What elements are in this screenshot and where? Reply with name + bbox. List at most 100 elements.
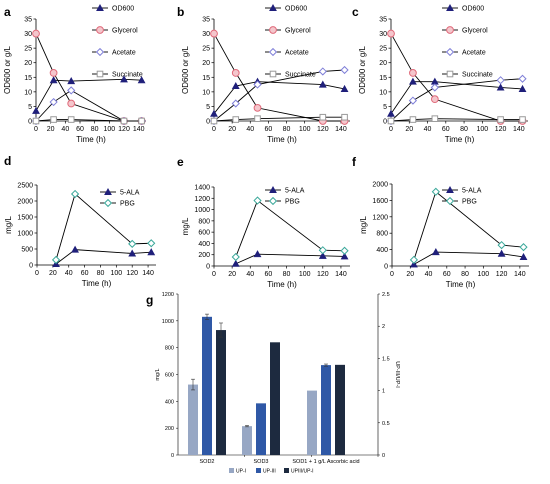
legend-marker [268, 196, 278, 206]
chart-panel-g: g 0 200 400 600 800 1000 1200 0 0.5 1 1.5 2 2.5 mg/L UP… [146, 292, 400, 475]
data-point-succinate [519, 116, 526, 123]
y2-axis-title: UP-III/UP-I [394, 361, 400, 388]
data-point-pbg [51, 255, 61, 264]
data-point-5-ala [71, 245, 79, 253]
data-point-glycerol [210, 29, 218, 38]
panel-letter: a [4, 5, 11, 19]
x-tick-label: 20 [406, 271, 414, 278]
series-line-od600 [390, 81, 523, 114]
x-tick-label: 120 [126, 270, 138, 277]
data-point-od600 [387, 109, 395, 117]
x-tick-label: 140 [133, 126, 145, 133]
y-tick-label: 1000 [194, 207, 210, 214]
x-axis-title: Time (h) [445, 135, 475, 144]
y2-tick-label: 2 [382, 324, 385, 330]
panel-letter: e [177, 155, 184, 169]
x-tick-label: 100 [476, 126, 488, 133]
y-tick-label: 1200 [372, 214, 388, 221]
chart-panel-e: e 0 200 400 600 800 1000 1200 1400 0 20 40 60 80 100 12… [177, 155, 350, 289]
data-point-5-ala [147, 248, 156, 256]
legend-marker [96, 70, 104, 78]
y-tick-label: 10 [379, 89, 387, 96]
data-point-glycerol [409, 69, 417, 77]
legend-label: Succinate [462, 72, 493, 79]
legend-entry: PBG [100, 198, 135, 208]
legend-entry: 5-ALA [265, 185, 305, 195]
x-tick-label: 20 [405, 126, 413, 133]
panel-letter: d [4, 154, 11, 168]
legend-marker [269, 26, 277, 34]
y-tick-label: 1600 [372, 198, 388, 205]
y-tick-label: 0 [384, 264, 388, 271]
y-tick-label: 800 [198, 218, 210, 225]
data-point-acetate [340, 65, 349, 75]
legend-marker [269, 3, 277, 12]
data-point-5-ala [340, 252, 349, 260]
data-point-pbg [253, 196, 262, 205]
y-tick-label: 25 [202, 46, 210, 53]
x-axis-title: Time (h) [267, 280, 297, 289]
y-axis-title: OD600 or g/L [3, 45, 12, 94]
data-point-od600 [340, 84, 349, 92]
data-point-glycerol [49, 69, 58, 77]
legend-label: OD600 [285, 6, 307, 13]
y-tick-label: 1000 [162, 319, 174, 325]
y-tick-label: 800 [376, 231, 388, 238]
y-tick-label: 35 [24, 17, 32, 24]
x-tick-label: 80 [461, 271, 469, 278]
x-tick-label: 140 [142, 270, 154, 277]
x-tick-label: 120 [118, 126, 130, 133]
legend-label: PBG [462, 199, 477, 206]
x-tick-label: 100 [299, 126, 311, 133]
y-tick-label: 0 [206, 264, 210, 271]
x-tick-label: 60 [265, 126, 273, 133]
y2-tick-label: 0.5 [382, 421, 390, 427]
data-point-succinate [431, 115, 439, 122]
y2-tick-label: 2.5 [382, 292, 390, 298]
data-point-glycerol [32, 29, 40, 38]
y-tick-label: 10 [24, 89, 32, 96]
legend-marker [269, 185, 277, 194]
y-axis-title: OD600 or g/L [358, 45, 367, 94]
legend-label: OD600 [462, 6, 484, 13]
data-point-pbg [128, 239, 137, 248]
legend-entry: Succinate [265, 70, 316, 79]
data-point-succinate [210, 117, 218, 125]
data-point-pbg [70, 189, 80, 199]
legend-swatch [229, 468, 234, 473]
legend-marker [268, 47, 278, 57]
y-tick-label: 15 [202, 75, 210, 82]
data-point-glycerol [67, 99, 76, 108]
bar-up-iii [321, 365, 331, 455]
y-tick-label: 20 [379, 60, 387, 67]
legend-entry: Succinate [442, 70, 493, 79]
y-tick-label: 20 [202, 60, 210, 67]
y-tick-label: 1500 [17, 215, 33, 222]
data-point-glycerol [387, 29, 395, 38]
data-point-5-ala [128, 249, 137, 257]
legend-label: Glycerol [112, 28, 138, 35]
legend-marker [95, 47, 105, 57]
data-point-succinate [232, 116, 240, 123]
y-tick-label: 2500 [17, 183, 33, 190]
y-tick-label: 15 [24, 75, 32, 82]
y-tick-label: 5 [28, 104, 32, 111]
legend-label: 5-ALA [462, 188, 482, 195]
data-point-succinate [67, 116, 75, 123]
y-tick-label: 200 [198, 252, 210, 259]
x-tick-label: 0 [212, 271, 216, 278]
y2-tick-label: 0 [382, 453, 385, 459]
y-tick-label: 500 [21, 247, 33, 254]
y-tick-label: 25 [24, 46, 32, 53]
y-tick-label: 600 [198, 230, 210, 237]
data-point-acetate [253, 80, 262, 89]
series-line-glycerol [213, 33, 345, 122]
y-tick-label: 400 [165, 399, 174, 405]
x-tick-label: 80 [460, 126, 468, 133]
x-tick-label: 60 [81, 270, 89, 277]
x-tick-label: 0 [35, 270, 39, 277]
data-point-od600 [67, 77, 76, 85]
category-label: SOD3 [254, 459, 269, 465]
x-tick-label: 60 [76, 126, 84, 133]
x-tick-label: 140 [335, 271, 347, 278]
